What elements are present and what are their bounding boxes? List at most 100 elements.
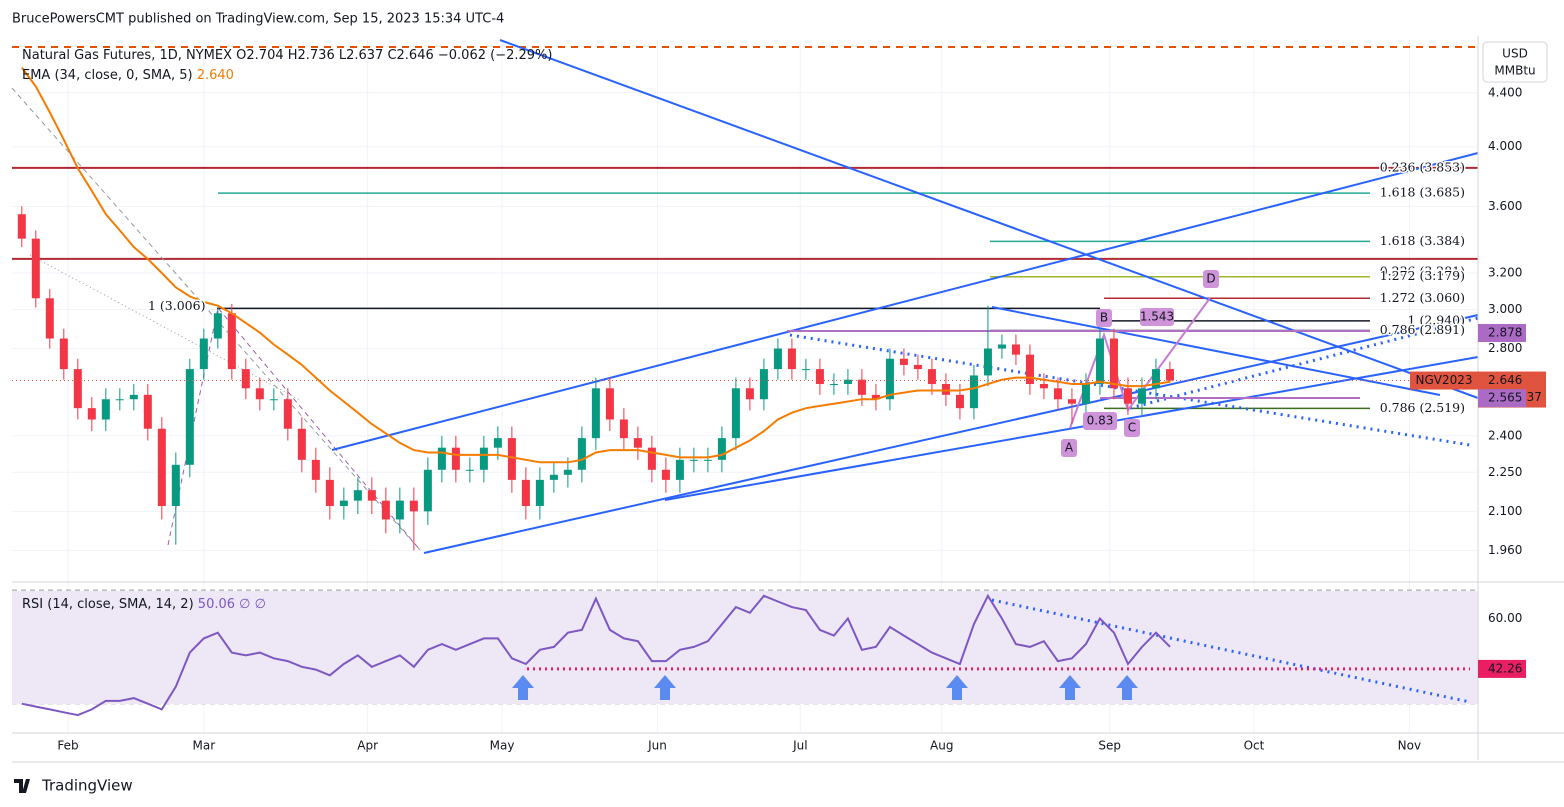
candle-body bbox=[1095, 338, 1104, 384]
level-label: 0.236 (3.853) bbox=[1380, 159, 1465, 174]
ohlc: O2.704 H2.736 L2.637 C2.646 −0.062 (−2.2… bbox=[236, 48, 552, 63]
arrow bbox=[946, 675, 968, 700]
byline: BrucePowersCMT published on TradingView.… bbox=[12, 12, 504, 27]
candle-body bbox=[311, 459, 320, 480]
candle-body bbox=[703, 459, 712, 461]
logo bbox=[14, 779, 30, 793]
candle-body bbox=[507, 438, 516, 480]
x-tick-label: Jul bbox=[792, 739, 807, 753]
candle-body bbox=[1053, 388, 1062, 400]
level-label: 1 (2.940) bbox=[1408, 312, 1465, 327]
channel-upper bbox=[331, 152, 1479, 451]
candle-body bbox=[633, 438, 642, 448]
candle-body bbox=[773, 348, 782, 370]
price-label-bg bbox=[1410, 371, 1478, 390]
arrow bbox=[1116, 675, 1138, 700]
arrow bbox=[1059, 675, 1081, 700]
level-label: 1.272 (3.179) bbox=[1380, 268, 1465, 283]
candle-body bbox=[339, 500, 348, 506]
candle-body bbox=[115, 399, 124, 401]
unit-box[interactable] bbox=[1482, 41, 1548, 83]
x-tick-label: Oct bbox=[1244, 739, 1265, 753]
candle-body bbox=[31, 238, 40, 299]
candle-body bbox=[73, 369, 82, 409]
level-label: 1.618 (3.685) bbox=[1380, 185, 1465, 200]
candle-body bbox=[675, 459, 684, 480]
candle-body bbox=[829, 383, 838, 385]
level-label: 0.786 (2.519) bbox=[1380, 400, 1465, 415]
x-tick-label: Jun bbox=[647, 739, 667, 753]
candle-body bbox=[787, 348, 796, 370]
level-label: 0.786 (2.891) bbox=[1380, 322, 1465, 337]
unit: MMBtu bbox=[1494, 64, 1535, 78]
rsi-legend: RSI (14, close, SMA, 14, 2) 50.06 ∅ ∅ bbox=[22, 597, 266, 612]
candle-body bbox=[493, 438, 502, 448]
symbol: Natural Gas Futures, 1D, NYMEX bbox=[22, 48, 232, 63]
plot: A B C D 1.543 0.83 bbox=[12, 67, 1478, 717]
trend-line bbox=[499, 39, 1479, 399]
candle-body bbox=[997, 344, 1006, 349]
channel-lower bbox=[423, 314, 1479, 554]
pattern-label: D bbox=[1206, 272, 1215, 286]
candle-body bbox=[1123, 388, 1132, 404]
candle-body bbox=[157, 428, 166, 506]
x-tick-label: May bbox=[490, 739, 515, 753]
candle-body bbox=[45, 298, 54, 339]
candle-body bbox=[955, 394, 964, 409]
purple-dashed bbox=[167, 306, 421, 551]
pattern-label: 0.83 bbox=[1087, 414, 1114, 428]
pattern-label: A bbox=[1065, 441, 1074, 455]
candle-body bbox=[353, 490, 362, 501]
candle-body bbox=[59, 338, 68, 370]
pattern-label: B bbox=[1100, 311, 1108, 325]
candle-body bbox=[297, 428, 306, 460]
y-tick-label: 2.250 bbox=[1488, 465, 1522, 479]
candle-body bbox=[731, 388, 740, 439]
y-tick-label: 2.800 bbox=[1488, 341, 1522, 355]
candle-body bbox=[745, 388, 754, 400]
candle-body bbox=[409, 500, 418, 512]
candle-body bbox=[661, 469, 670, 480]
rsi-value: 50.06 bbox=[198, 597, 235, 612]
candle-body bbox=[619, 419, 628, 439]
candle-body bbox=[563, 469, 572, 475]
pattern-label: C bbox=[1128, 421, 1136, 435]
pattern-label-bg bbox=[1203, 270, 1219, 288]
candle-body bbox=[437, 447, 446, 470]
candle-body bbox=[647, 447, 656, 470]
candle-body bbox=[451, 447, 460, 470]
pattern-label-bg bbox=[1096, 309, 1112, 327]
candle-body bbox=[227, 313, 236, 370]
ema-name: EMA (34, close, 0, SMA, 5) bbox=[22, 68, 193, 83]
candle-body bbox=[689, 459, 698, 461]
rsi-line bbox=[21, 593, 1171, 717]
candle-body bbox=[1025, 354, 1034, 384]
candle-body bbox=[759, 369, 768, 400]
x-tick-label: Feb bbox=[57, 739, 78, 753]
candle-body bbox=[1165, 369, 1174, 381]
rsi-name: RSI (14, close, SMA, 14, 2) bbox=[22, 597, 194, 612]
candle-body bbox=[843, 379, 852, 384]
candle-body bbox=[605, 388, 614, 420]
candle-body bbox=[857, 379, 866, 395]
candle-body bbox=[941, 383, 950, 395]
grid bbox=[12, 40, 1478, 733]
candle-body bbox=[213, 313, 222, 339]
candle-body bbox=[1039, 383, 1048, 389]
candle-body bbox=[87, 408, 96, 420]
x-tick-label: Apr bbox=[357, 739, 378, 753]
y-tick-label: 1.960 bbox=[1488, 543, 1522, 557]
candle-body bbox=[381, 500, 390, 520]
candle-body bbox=[591, 388, 600, 439]
candle-body bbox=[549, 474, 558, 480]
candle-body bbox=[535, 479, 544, 506]
candle-body bbox=[969, 375, 978, 409]
rsi-tick-label: 60.00 bbox=[1488, 611, 1522, 625]
x-tick-label: Nov bbox=[1398, 739, 1421, 753]
candle-body bbox=[577, 438, 586, 470]
y-tick-label: 2.100 bbox=[1488, 504, 1522, 518]
candle-body bbox=[1137, 388, 1146, 404]
x-tick-label: Mar bbox=[193, 739, 216, 753]
candle-body bbox=[899, 358, 908, 365]
